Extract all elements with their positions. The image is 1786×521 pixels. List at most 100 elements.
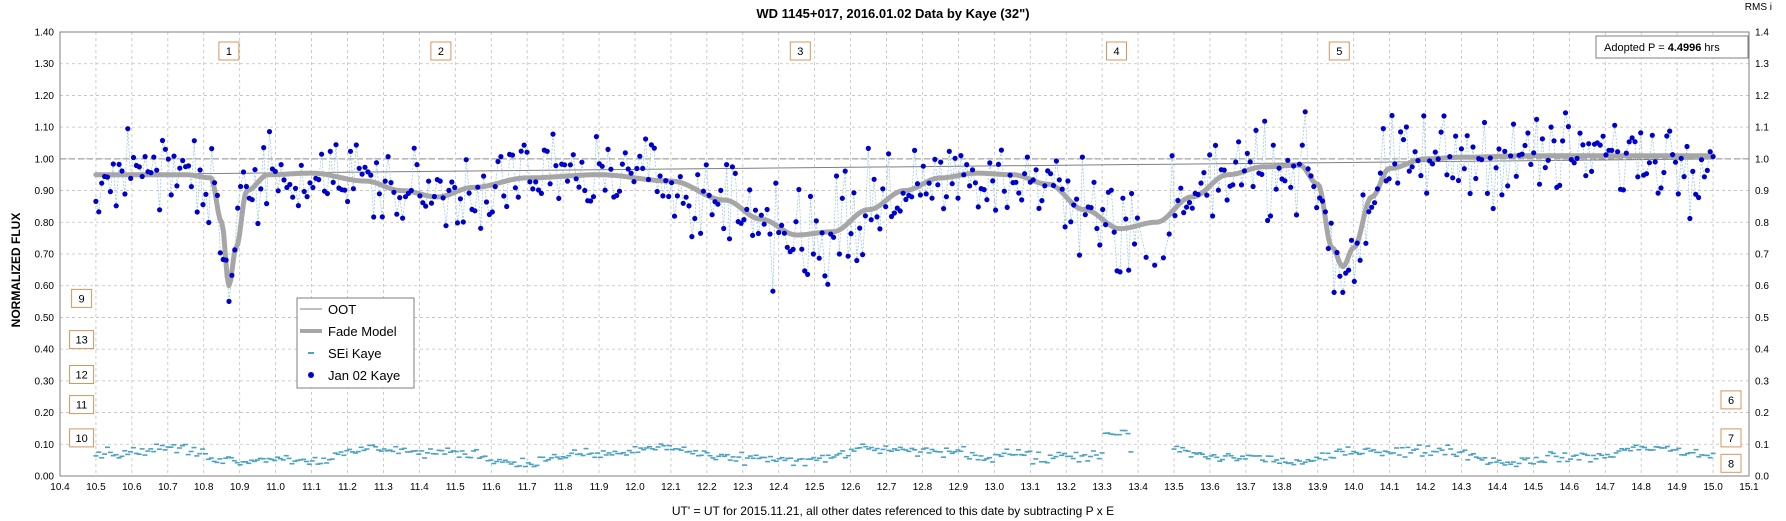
y-tick-label-left: 0.60 — [35, 281, 55, 292]
y-tick-label-left: 1.30 — [35, 59, 55, 70]
y-tick-label-left: 1.10 — [35, 123, 55, 134]
observed-point — [301, 188, 307, 195]
observed-point — [501, 193, 507, 199]
observed-point — [799, 246, 805, 252]
observed-point — [1175, 197, 1181, 204]
observed-point — [816, 255, 822, 261]
observed-point — [562, 162, 568, 168]
observed-point — [1348, 237, 1355, 243]
observed-point — [1050, 182, 1057, 189]
observed-point — [1421, 113, 1427, 119]
observed-point — [535, 187, 542, 193]
observed-point — [223, 257, 229, 263]
x-tick-label: 14.2 — [1416, 482, 1436, 493]
observed-point — [920, 163, 926, 169]
observed-point — [1450, 175, 1456, 181]
observed-point — [157, 207, 163, 213]
observed-point — [813, 218, 819, 224]
x-tick-label: 10.5 — [86, 482, 106, 493]
adopted-period-unit: hrs — [1701, 42, 1720, 54]
side-label: 12 — [75, 370, 87, 382]
observed-point — [579, 159, 585, 165]
observed-point — [174, 183, 180, 189]
plot-border — [59, 31, 1750, 477]
observed-point — [298, 162, 304, 168]
observed-point — [1386, 176, 1392, 182]
observed-point — [1120, 195, 1126, 201]
observed-point — [825, 281, 831, 287]
observed-point — [168, 192, 174, 198]
observed-point — [1681, 174, 1687, 180]
observed-point — [1331, 289, 1337, 295]
observed-point — [391, 189, 397, 195]
observed-point — [1189, 205, 1195, 211]
observed-point — [1282, 178, 1288, 184]
x-tick-label: 12.8 — [913, 482, 933, 493]
x-tick-label: 11.0 — [266, 482, 285, 493]
observed-point — [1126, 267, 1132, 273]
observed-point — [1103, 222, 1109, 228]
observed-point — [1690, 168, 1696, 174]
x-tick-label: 14.1 — [1380, 482, 1400, 493]
observed-point — [489, 209, 495, 215]
observed-point — [1360, 192, 1366, 198]
observed-point — [255, 220, 261, 227]
observed-point — [556, 195, 562, 201]
observed-point — [1314, 205, 1320, 211]
observed-point — [420, 200, 426, 206]
x-tick-label: 12.2 — [697, 482, 717, 493]
observed-point — [631, 179, 637, 185]
observed-point — [862, 213, 869, 219]
observed-point — [1670, 152, 1676, 158]
observed-point — [807, 193, 814, 199]
observed-point — [272, 168, 278, 174]
observed-point — [1366, 209, 1372, 215]
observed-point — [342, 187, 348, 193]
observed-point — [1022, 171, 1028, 177]
observed-point — [755, 230, 762, 237]
observed-point — [264, 201, 270, 207]
observed-point — [1053, 158, 1059, 164]
observed-point — [1354, 240, 1360, 246]
observed-point — [1210, 213, 1216, 219]
x-tick-label: 15.1 — [1739, 482, 1759, 493]
x-tick-label: 14.5 — [1524, 482, 1544, 493]
observed-point — [1597, 142, 1603, 148]
observed-point — [1071, 202, 1077, 208]
observed-point — [938, 159, 944, 165]
observed-point — [674, 193, 681, 199]
observed-point — [605, 146, 611, 152]
observed-point — [602, 187, 608, 193]
observed-point — [275, 188, 281, 194]
observed-point — [1513, 173, 1519, 179]
side-label-box — [71, 288, 93, 308]
observed-point — [952, 155, 958, 161]
observed-point — [784, 244, 790, 250]
observed-point — [1097, 242, 1103, 248]
observed-point — [865, 145, 871, 151]
observed-point — [1525, 130, 1531, 136]
observed-point — [1531, 150, 1537, 156]
observed-point — [530, 186, 536, 192]
observed-point — [261, 145, 267, 151]
observed-point — [593, 134, 600, 140]
observed-point — [527, 179, 533, 185]
observed-point — [165, 156, 171, 162]
observed-point — [573, 176, 579, 182]
y-tick-label-left: 0.20 — [35, 408, 55, 419]
observed-point — [732, 170, 738, 176]
observed-point — [1522, 142, 1528, 149]
y-axis-title: NORMALIZED FLUX — [9, 213, 23, 328]
x-tick-label: 10.6 — [122, 482, 142, 493]
observed-point — [1007, 172, 1013, 178]
x-tick-label: 12.9 — [949, 482, 969, 493]
observed-point — [1160, 255, 1166, 261]
y-tick-label-right: 0.9 — [1755, 186, 1769, 197]
observed-point — [1100, 206, 1106, 213]
observed-point — [747, 187, 753, 193]
observed-point — [316, 177, 322, 183]
side-label-box — [69, 365, 95, 384]
observed-point — [1244, 150, 1250, 156]
observed-point — [680, 200, 686, 206]
observed-point — [1204, 192, 1210, 198]
